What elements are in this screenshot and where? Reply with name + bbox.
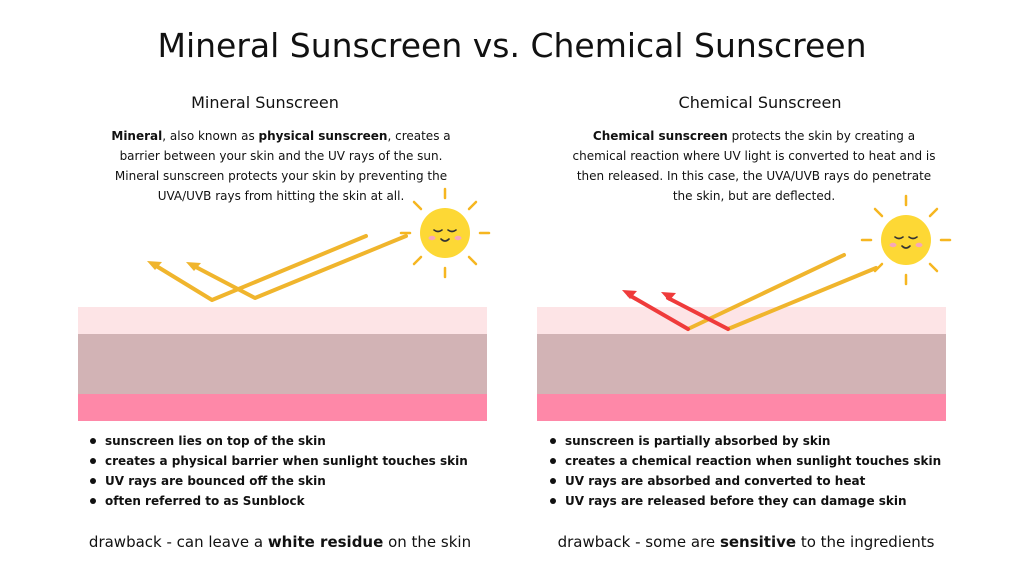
mineral-bullet-list: sunscreen lies on top of the skin create… [88, 431, 468, 511]
chemical-sun-icon [860, 194, 952, 286]
mineral-desc-text-1: , also known as [162, 129, 259, 143]
chemical-drawback-post: to the ingredients [796, 533, 935, 551]
mineral-desc-bold-2: physical sunscreen [258, 129, 388, 143]
mineral-arrowhead-1 [147, 261, 162, 270]
chemical-drawback: drawback - some are sensitive to the ing… [506, 533, 986, 551]
mineral-ray-2 [190, 234, 408, 300]
chemical-incoming-rays [686, 253, 878, 331]
mineral-drawback-bold: white residue [267, 533, 384, 551]
page-title: Mineral Sunscreen vs. Chemical Sunscreen [157, 26, 867, 65]
mineral-heading: Mineral Sunscreen [191, 93, 339, 112]
chemical-arrowhead-1 [622, 290, 637, 299]
mineral-arrowhead-2 [186, 262, 201, 271]
chemical-bullet-list: sunscreen is partially absorbed by skin … [548, 431, 941, 511]
mineral-skin-bottom-layer [78, 394, 487, 421]
chemical-desc-bold-1: Chemical sunscreen [592, 129, 728, 143]
list-item: creates a physical barrier when sunlight… [88, 451, 468, 471]
list-item: UV rays are released before they can dam… [548, 491, 941, 511]
chemical-released-ray-1 [627, 293, 690, 331]
chemical-released-ray-2 [666, 296, 730, 331]
list-item: creates a chemical reaction when sunligh… [548, 451, 941, 471]
list-item: sunscreen lies on top of the skin [88, 431, 468, 451]
mineral-drawback-pre: drawback - can leave a [88, 533, 268, 551]
mineral-ray-1 [151, 234, 368, 302]
list-item: UV rays are bounced off the skin [88, 471, 468, 491]
mineral-desc-text-2: , creates a barrier between your skin an… [114, 129, 451, 203]
chemical-drawback-bold: sensitive [719, 533, 797, 551]
mineral-ray-arrowheads [147, 261, 201, 271]
chemical-skin-bottom-layer [537, 394, 946, 421]
list-item: often referred to as Sunblock [88, 491, 468, 511]
chemical-incoming-ray-2 [726, 266, 878, 331]
chemical-released-rays [627, 293, 730, 331]
mineral-description: Mineral, also known as physical sunscree… [100, 126, 462, 206]
mineral-reflected-rays [151, 234, 408, 302]
mineral-drawback: drawback - can leave a white residue on … [40, 533, 520, 551]
chemical-description: Chemical sunscreen protects the skin by … [566, 126, 942, 206]
list-item: sunscreen is partially absorbed by skin [548, 431, 941, 451]
mineral-desc-bold-1: Mineral [111, 129, 163, 143]
chemical-skin-middle-layer [537, 334, 946, 394]
mineral-sun-icon [399, 187, 491, 279]
mineral-skin-middle-layer [78, 334, 487, 394]
chemical-arrowhead-2 [661, 292, 676, 301]
chemical-skin-surface-layer [537, 307, 946, 334]
chemical-incoming-ray-1 [686, 253, 846, 331]
chemical-desc-text-1: protects the skin by creating a chemical… [572, 129, 936, 203]
chemical-heading: Chemical Sunscreen [678, 93, 842, 112]
mineral-skin-surface-layer [78, 307, 487, 334]
mineral-drawback-post: on the skin [383, 533, 472, 551]
chemical-drawback-pre: drawback - some are [557, 533, 720, 551]
list-item: UV rays are absorbed and converted to he… [548, 471, 941, 491]
chemical-ray-arrowheads [622, 290, 676, 301]
